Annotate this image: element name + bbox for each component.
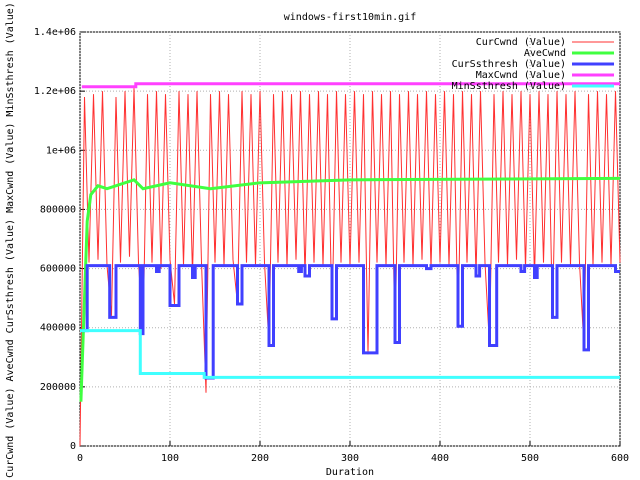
x-axis-label: Duration xyxy=(326,467,374,478)
legend-label: MinSsthresh (Value) xyxy=(452,81,566,92)
y-tick-label: 0 xyxy=(70,441,76,452)
x-tick-label: 100 xyxy=(161,453,179,464)
x-tick-label: 400 xyxy=(431,453,449,464)
series-line xyxy=(79,176,621,402)
y-axis-label: CurCwnd (Value) AveCwnd CurSsthresh (Val… xyxy=(5,2,16,478)
legend-label: AveCwnd xyxy=(524,48,566,59)
x-tick-label: 500 xyxy=(521,453,539,464)
y-label-group: CurCwnd (Value) AveCwnd CurSsthresh (Val… xyxy=(5,2,16,478)
x-tick-label: 300 xyxy=(341,453,359,464)
legend-label: MaxCwnd (Value) xyxy=(476,70,566,81)
x-tick-label: 200 xyxy=(251,453,269,464)
x-tick-label: 600 xyxy=(611,453,629,464)
y-tick-label: 1.4e+06 xyxy=(34,27,76,38)
legend-label: CurSsthresh (Value) xyxy=(452,59,566,70)
series-line xyxy=(80,264,620,380)
x-tick-label: 0 xyxy=(77,453,83,464)
y-tick-label: 400000 xyxy=(40,323,76,334)
y-tick-label: 1e+06 xyxy=(46,145,76,156)
y-tick-label: 800000 xyxy=(40,204,76,215)
y-tick-label: 1.2e+06 xyxy=(34,86,76,97)
y-tick-label: 600000 xyxy=(40,264,76,275)
series-line xyxy=(80,329,620,379)
chart-title: windows-first10min.gif xyxy=(284,12,416,23)
series-line xyxy=(81,82,620,89)
y-tick-label: 200000 xyxy=(40,382,76,393)
legend-label: CurCwnd (Value) xyxy=(476,37,566,48)
